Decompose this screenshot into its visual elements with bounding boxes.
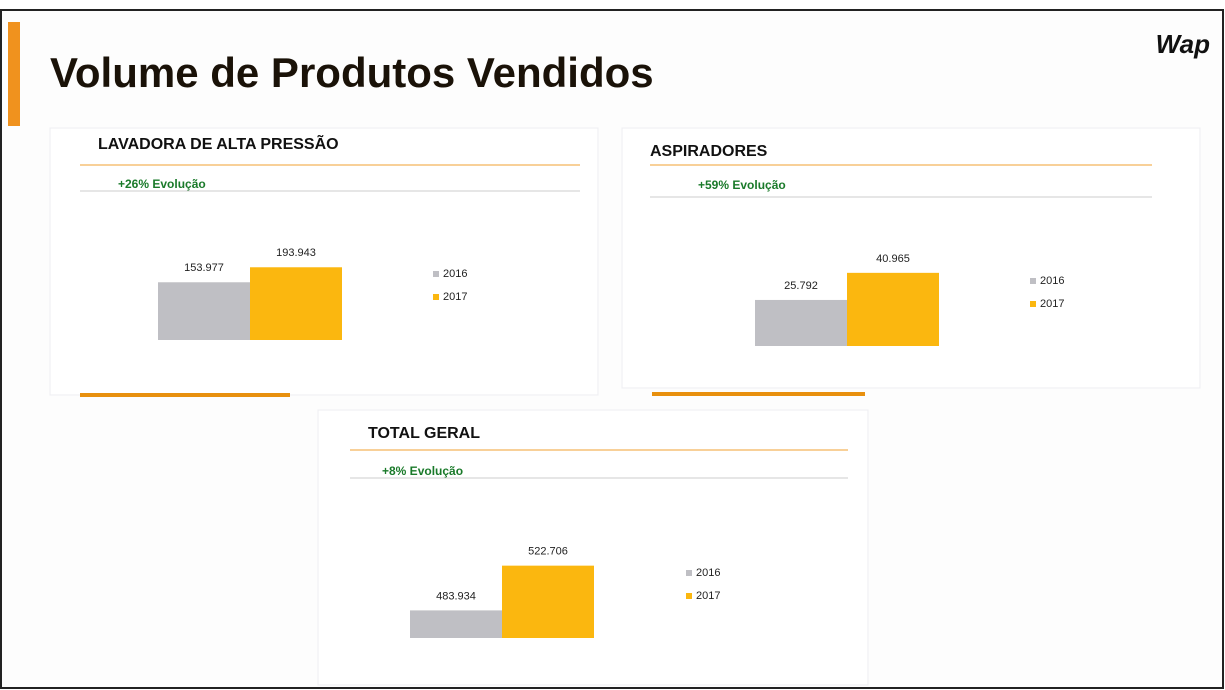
data-label: 522.706	[528, 546, 568, 558]
data-label: 193.943	[276, 247, 316, 259]
chart-title: LAVADORA DE ALTA PRESSÃO	[98, 133, 339, 153]
chart-panel	[317, 409, 869, 686]
bar	[250, 267, 342, 340]
legend-swatch	[1030, 278, 1036, 284]
legend-swatch	[1030, 301, 1036, 307]
legend-label: 2016	[1040, 275, 1064, 287]
panel-foot	[652, 392, 865, 396]
chart-panel	[621, 127, 1201, 389]
chart-subtitle: +26% Evolução	[118, 177, 206, 191]
logo: Wap	[1156, 29, 1211, 59]
legend-label: 2017	[696, 590, 720, 602]
data-label: 483.934	[436, 590, 476, 602]
legend-label: 2016	[443, 268, 467, 280]
bar	[847, 272, 939, 346]
panel-foot	[80, 393, 290, 397]
chart-panel	[49, 127, 599, 396]
legend-swatch	[433, 271, 439, 277]
bar	[755, 299, 847, 346]
data-label: 153.977	[184, 262, 224, 274]
slide-title: Volume de Produtos Vendidos	[50, 49, 654, 96]
legend-label: 2016	[696, 567, 720, 579]
data-label: 40.965	[876, 253, 910, 265]
legend-label: 2017	[443, 291, 467, 303]
legend-label: 2017	[1040, 298, 1064, 310]
chart-subtitle: +59% Evolução	[698, 178, 786, 192]
data-label: 25.792	[784, 280, 818, 292]
chart-title: ASPIRADORES	[650, 143, 768, 160]
accent-stripe	[8, 22, 20, 126]
bar	[410, 610, 502, 638]
legend-swatch	[686, 570, 692, 576]
bar	[158, 282, 250, 340]
legend-swatch	[433, 294, 439, 300]
chart-subtitle: +8% Evolução	[382, 464, 463, 478]
bar	[502, 565, 594, 638]
legend-swatch	[686, 593, 692, 599]
chart-title: TOTAL GERAL	[368, 425, 480, 442]
